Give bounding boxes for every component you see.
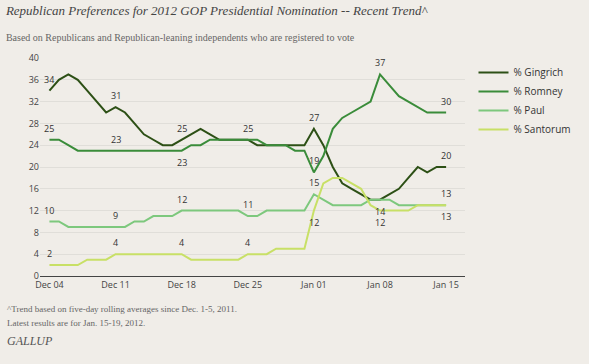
svg-text:40: 40 bbox=[29, 51, 39, 64]
svg-text:Dec 18: Dec 18 bbox=[167, 278, 196, 291]
svg-text:Jan 15: Jan 15 bbox=[432, 278, 459, 291]
svg-text:0: 0 bbox=[34, 269, 39, 282]
svg-text:30: 30 bbox=[441, 95, 451, 108]
svg-text:Dec 25: Dec 25 bbox=[234, 278, 263, 291]
svg-text:19: 19 bbox=[309, 154, 319, 167]
svg-text:10: 10 bbox=[44, 204, 54, 217]
svg-text:25: 25 bbox=[243, 122, 253, 135]
svg-text:23: 23 bbox=[111, 133, 121, 146]
svg-text:Republican Preferences for 201: Republican Preferences for 2012 GOP Pres… bbox=[5, 3, 429, 18]
svg-text:4: 4 bbox=[34, 247, 39, 260]
svg-text:20: 20 bbox=[441, 149, 451, 162]
svg-text:Dec 11: Dec 11 bbox=[101, 278, 130, 291]
svg-text:36: 36 bbox=[29, 73, 39, 86]
svg-text:11: 11 bbox=[243, 198, 253, 211]
svg-text:28: 28 bbox=[29, 117, 39, 130]
svg-text:Based on Republicans and Repub: Based on Republicans and Republican-lean… bbox=[6, 32, 355, 43]
svg-text:25: 25 bbox=[177, 122, 187, 135]
svg-text:23: 23 bbox=[177, 156, 187, 169]
svg-text:24: 24 bbox=[29, 138, 39, 151]
svg-text:13: 13 bbox=[441, 210, 451, 223]
svg-text:8: 8 bbox=[34, 226, 39, 239]
svg-text:12: 12 bbox=[29, 204, 39, 217]
svg-text:13: 13 bbox=[441, 187, 451, 200]
svg-text:Latest results are for Jan. 15: Latest results are for Jan. 15-19, 2012. bbox=[7, 318, 145, 328]
svg-text:% Romney: % Romney bbox=[514, 84, 564, 98]
svg-text:4: 4 bbox=[113, 236, 118, 249]
svg-text:^Trend based on five-day rolli: ^Trend based on five-day rolling average… bbox=[7, 304, 237, 314]
svg-text:31: 31 bbox=[111, 89, 121, 102]
svg-text:20: 20 bbox=[29, 160, 39, 173]
svg-text:Jan 01: Jan 01 bbox=[300, 278, 327, 291]
svg-text:4: 4 bbox=[245, 236, 250, 249]
svg-text:12: 12 bbox=[177, 193, 187, 206]
svg-text:14: 14 bbox=[375, 205, 385, 218]
svg-text:12: 12 bbox=[375, 216, 385, 229]
svg-text:% Santorum: % Santorum bbox=[514, 122, 571, 136]
svg-text:Jan 08: Jan 08 bbox=[366, 278, 393, 291]
svg-text:34: 34 bbox=[44, 73, 54, 86]
svg-text:25: 25 bbox=[44, 122, 54, 135]
svg-text:27: 27 bbox=[309, 111, 319, 124]
svg-text:32: 32 bbox=[29, 95, 39, 108]
svg-text:GALLUP: GALLUP bbox=[7, 334, 53, 348]
svg-text:2: 2 bbox=[47, 247, 52, 260]
svg-text:9: 9 bbox=[113, 209, 118, 222]
svg-text:16: 16 bbox=[29, 182, 39, 195]
svg-text:Dec 04: Dec 04 bbox=[35, 278, 64, 291]
svg-text:12: 12 bbox=[309, 216, 319, 229]
svg-text:37: 37 bbox=[375, 56, 385, 69]
svg-text:% Gingrich: % Gingrich bbox=[514, 65, 564, 79]
svg-text:4: 4 bbox=[179, 236, 184, 249]
svg-text:15: 15 bbox=[309, 176, 319, 189]
svg-text:% Paul: % Paul bbox=[514, 103, 545, 117]
